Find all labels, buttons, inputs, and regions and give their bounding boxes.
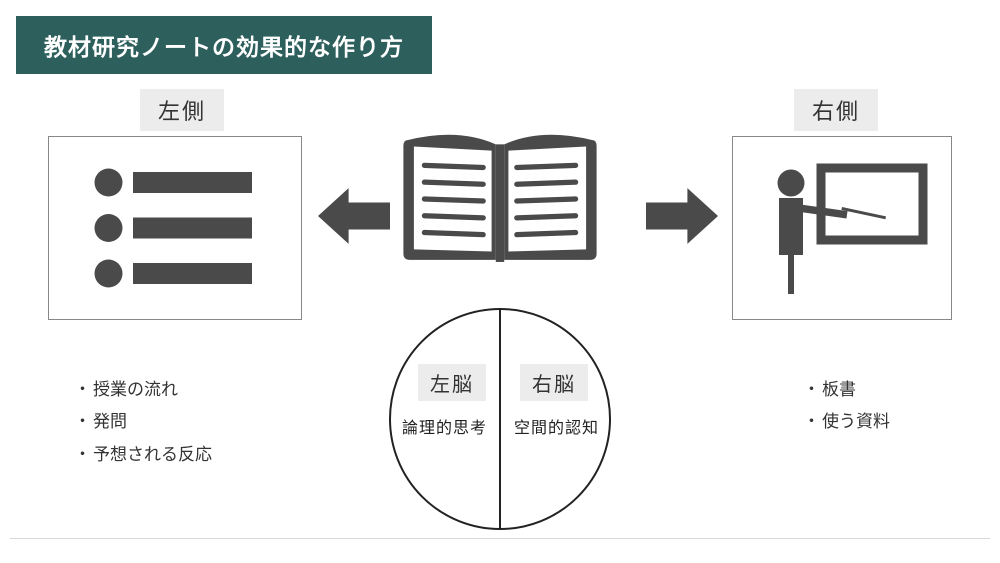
- left-icon-frame: [48, 136, 302, 320]
- diagram-area: 左側 右側 授業の流れ 発問 予: [0, 74, 1000, 557]
- right-bullets: 板書 使う資料: [803, 374, 890, 439]
- right-bullet-item: 板書: [803, 374, 890, 406]
- brain-right-label: 右脳: [520, 364, 588, 401]
- bottom-border: [10, 538, 990, 539]
- arrow-right-icon: [646, 184, 718, 253]
- left-bullet-item: 発問: [74, 406, 212, 438]
- left-bullet-item: 予想される反応: [74, 439, 212, 471]
- brain-right-desc: 空間的認知: [514, 414, 599, 438]
- brain-left-label: 左脳: [418, 364, 486, 401]
- bullet-list-icon: [80, 158, 270, 298]
- arrow-left-icon: [318, 184, 390, 253]
- right-icon-frame: [732, 136, 952, 320]
- right-side-label: 右側: [794, 89, 878, 131]
- left-side-label: 左側: [140, 89, 224, 131]
- right-bullet-item: 使う資料: [803, 406, 890, 438]
- slide-title: 教材研究ノートの効果的な作り方: [16, 16, 432, 74]
- brain-left-desc: 論理的思考: [402, 414, 487, 438]
- teacher-board-icon: [752, 153, 932, 303]
- open-book-icon: [395, 120, 605, 285]
- left-bullet-item: 授業の流れ: [74, 374, 212, 406]
- left-bullets: 授業の流れ 発問 予想される反応: [74, 374, 212, 471]
